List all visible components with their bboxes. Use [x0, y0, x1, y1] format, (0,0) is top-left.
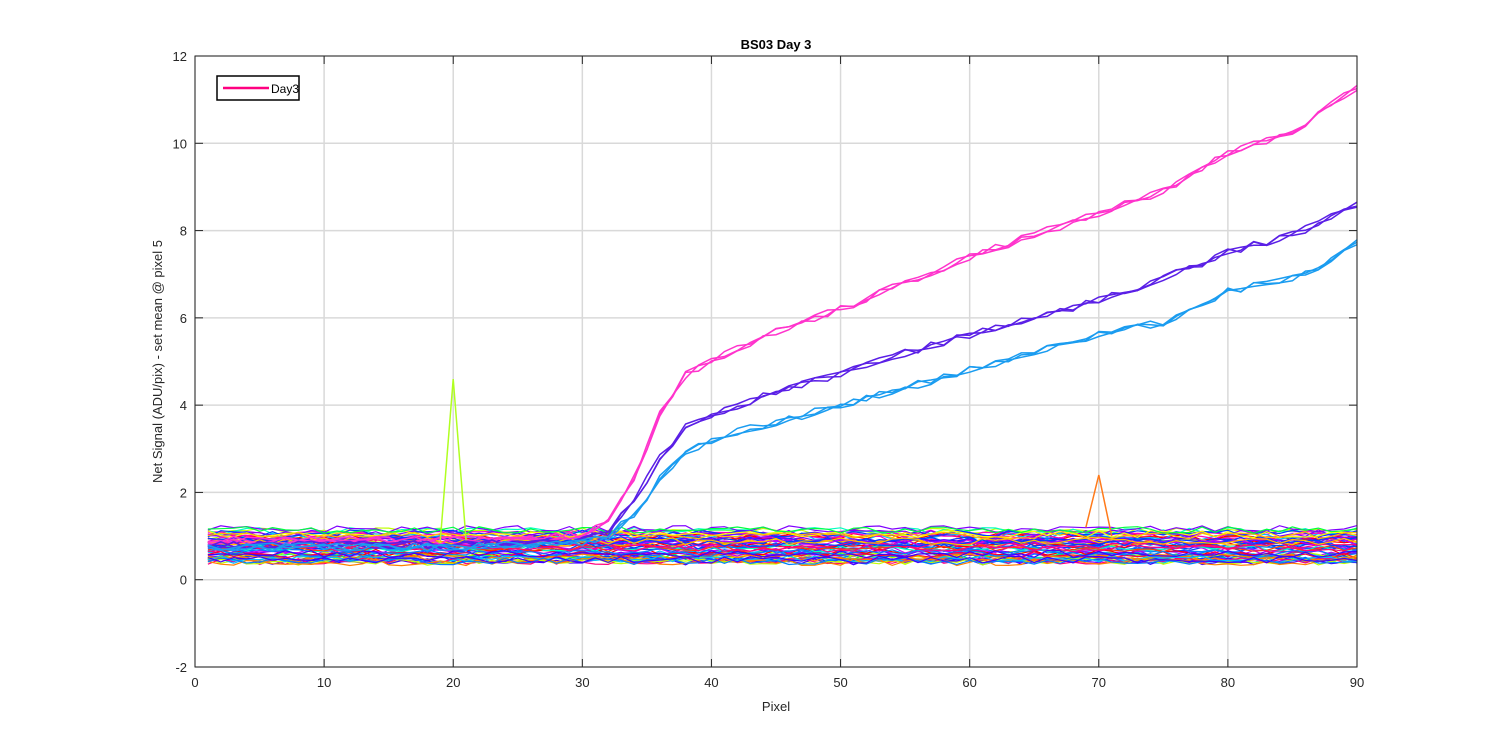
x-tick-label: 30	[575, 675, 589, 690]
background-curve	[207, 548, 1358, 558]
spike-curve	[1085, 474, 1113, 537]
background-curve	[207, 557, 1358, 566]
y-axis-label: Net Signal (ADU/pix) - set mean @ pixel …	[150, 240, 165, 483]
x-tick-label: 70	[1092, 675, 1106, 690]
legend-entry-label: Day3	[271, 82, 299, 96]
y-tick-label: 0	[180, 573, 187, 588]
x-axis-label: Pixel	[762, 699, 790, 714]
x-tick-label: 80	[1221, 675, 1235, 690]
series-line	[207, 239, 1358, 552]
chart-title: BS03 Day 3	[741, 37, 812, 52]
background-curves	[207, 525, 1358, 567]
plot-area	[195, 56, 1357, 667]
background-curve	[207, 544, 1358, 553]
x-tick-label: 60	[962, 675, 976, 690]
series-line	[207, 244, 1358, 552]
y-tick-label: 10	[173, 136, 187, 151]
x-tick-label: 40	[704, 675, 718, 690]
background-curve	[207, 525, 1358, 534]
y-tick-label: 6	[180, 311, 187, 326]
series-line	[207, 201, 1358, 550]
series-group	[207, 84, 1358, 552]
legend: Day3	[216, 75, 300, 101]
x-tick-label: 90	[1350, 675, 1364, 690]
ticks: 0 10 20 30 40 50 60 70 80 90 -2 0 2 4 6 8 10 12	[173, 49, 1365, 690]
plot-frame	[194, 55, 1358, 668]
background-curve	[207, 529, 1358, 538]
x-tick-label: 20	[446, 675, 460, 690]
background-curve	[207, 549, 1358, 559]
y-tick-label: 12	[173, 49, 187, 64]
x-tick-label: 10	[317, 675, 331, 690]
y-tick-label: 8	[180, 224, 187, 239]
x-tick-label: 50	[833, 675, 847, 690]
background-curve	[207, 526, 1358, 535]
spike-curve	[439, 378, 467, 541]
y-tick-label: 4	[180, 398, 187, 413]
y-tick-label: -2	[175, 660, 187, 675]
background-curve	[207, 555, 1358, 564]
y-tick-label: 2	[180, 485, 187, 500]
x-tick-label: 0	[191, 675, 198, 690]
background-curve	[207, 544, 1358, 553]
